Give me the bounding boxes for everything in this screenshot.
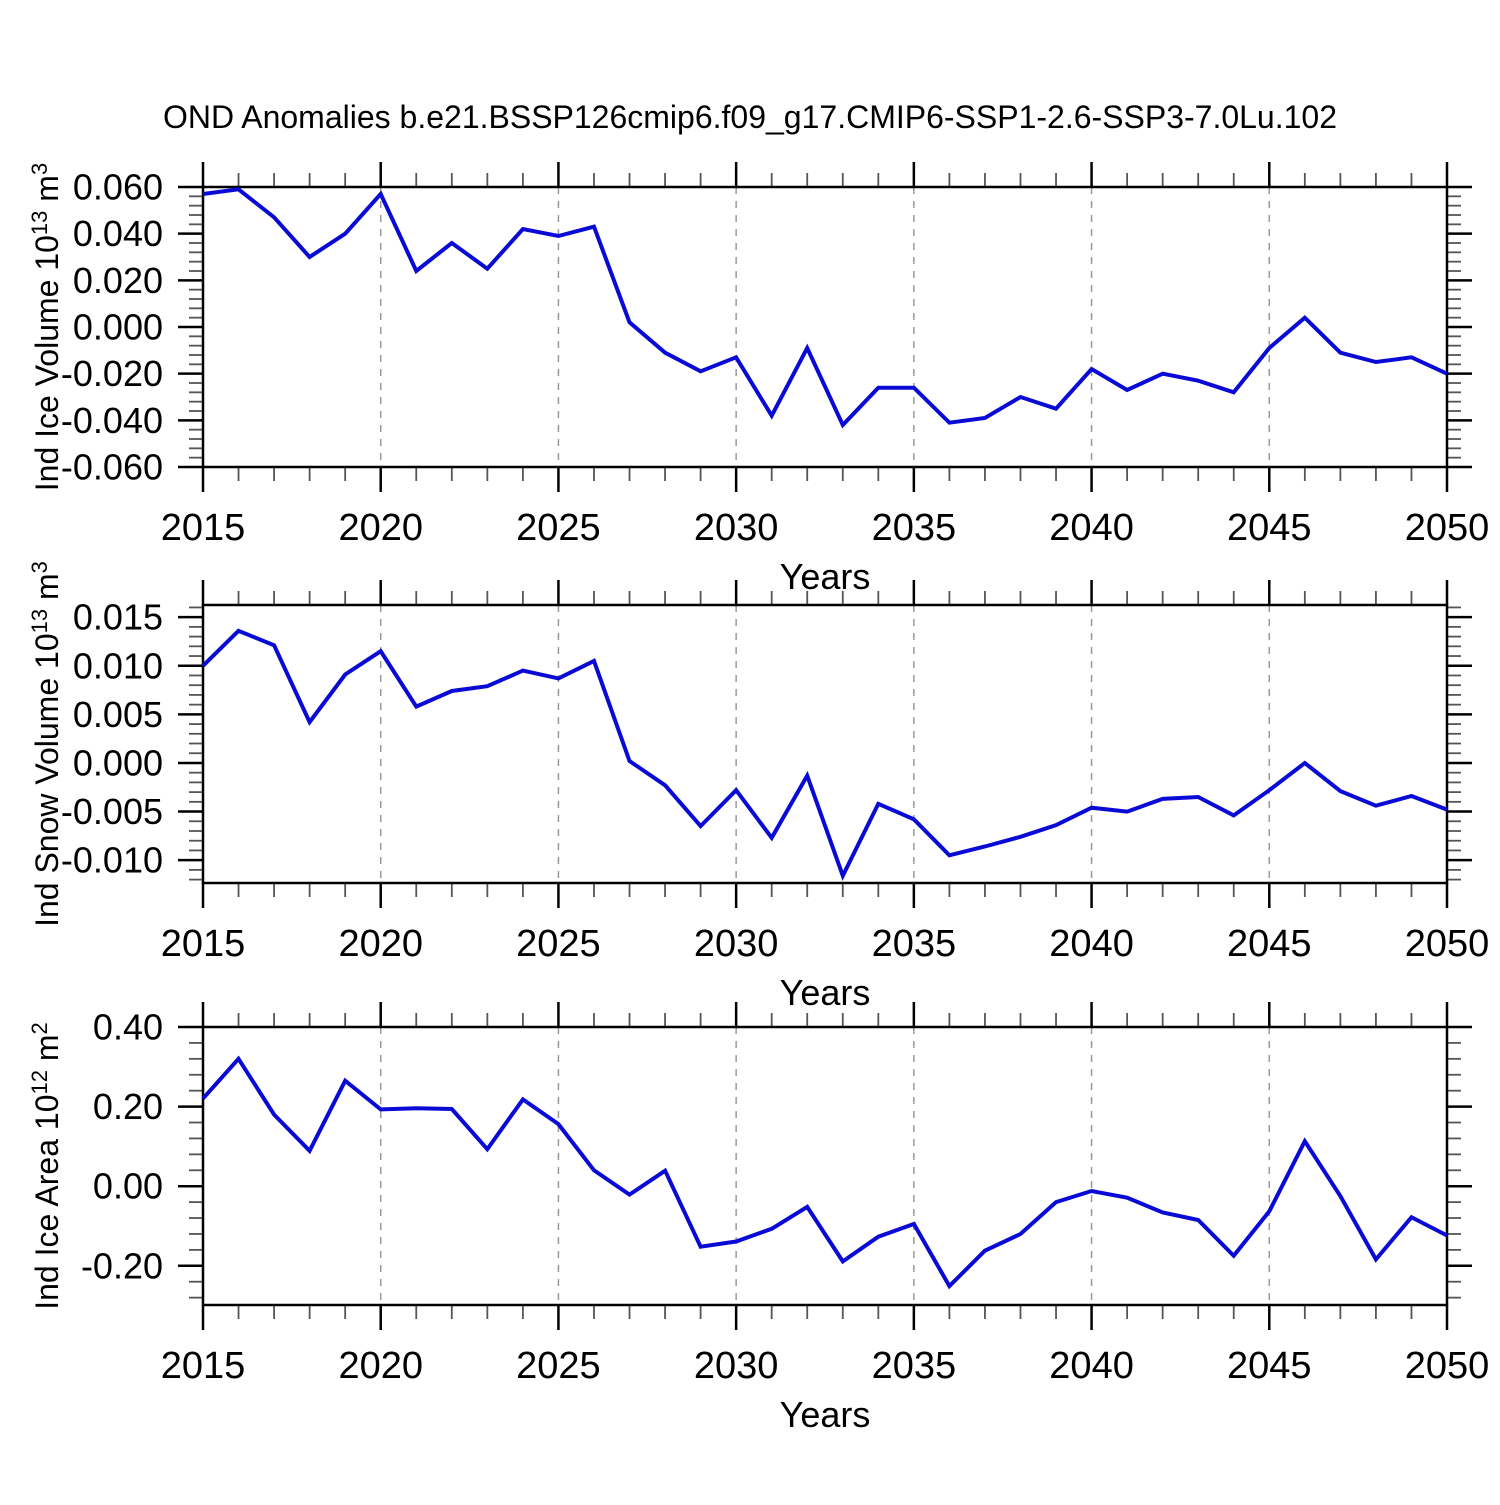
x-tick-label: 2030 — [694, 923, 779, 965]
x-tick-label: 2050 — [1405, 923, 1490, 965]
y-axis-title: Ind Ice Volume 1013 m3 — [27, 163, 65, 491]
x-tick-label: 2020 — [338, 923, 423, 965]
x-axis-title: Years — [780, 1394, 871, 1435]
x-tick-label: 2035 — [872, 923, 957, 965]
x-tick-label: 2020 — [338, 507, 423, 549]
data-line — [201, 628, 1448, 881]
x-tick-label: 2015 — [161, 507, 246, 549]
y-tick-label: 0.015 — [73, 597, 163, 638]
panel-ind-ice-area: 0.40 0.20 0.00 -0.20 2015 2020 2025 2030 2035 204… — [27, 1002, 1489, 1435]
x-axis-title: Years — [780, 556, 871, 597]
data-line — [201, 1055, 1448, 1290]
x-tick-label: 2050 — [1405, 507, 1490, 549]
x-tick-label: 2050 — [1405, 1345, 1490, 1387]
y-tick-label: 0.020 — [73, 260, 163, 301]
y-axis-title: Ind Snow Volume 1013 m3 — [27, 561, 65, 927]
x-tick-label: 2030 — [694, 1345, 779, 1387]
plot-frame — [201, 603, 1449, 885]
y-tick-label: 0.010 — [73, 645, 163, 686]
x-tick-label: 2040 — [1049, 923, 1134, 965]
x-tick-label: 2040 — [1049, 1345, 1134, 1387]
chart-title: OND Anomalies b.e21.BSSP126cmip6.f09_g17… — [163, 99, 1337, 135]
y-tick-label: 0.20 — [93, 1086, 163, 1127]
x-tick-label: 2025 — [516, 923, 601, 965]
y-tick-label: -0.020 — [61, 353, 163, 394]
data-line — [202, 187, 1448, 429]
y-tick-label: 0.040 — [73, 213, 163, 254]
panel-ind-snow-volume: 0.015 0.010 0.005 0.000 -0.005 -0.010 2015 2020… — [27, 561, 1489, 1013]
y-tick-label: -0.060 — [61, 447, 163, 488]
x-tick-label: 2045 — [1227, 923, 1312, 965]
y-tick-label: 0.000 — [73, 307, 163, 348]
x-tick-label: 2045 — [1227, 507, 1312, 549]
plot-frame — [201, 185, 1449, 469]
x-tick-label: 2015 — [161, 1345, 246, 1387]
x-tick-label: 2030 — [694, 507, 779, 549]
x-tick-label: 2025 — [516, 1345, 601, 1387]
x-tick-label: 2025 — [516, 507, 601, 549]
y-tick-label: -0.010 — [61, 840, 163, 881]
y-tick-label: 0.40 — [93, 1007, 163, 1048]
x-tick-label: 2040 — [1049, 507, 1134, 549]
x-axis-title: Years — [780, 972, 871, 1013]
x-tick-label: 2015 — [161, 923, 246, 965]
y-tick-label: 0.005 — [73, 694, 163, 735]
y-tick-label: 0.000 — [73, 742, 163, 783]
y-tick-label: 0.00 — [93, 1166, 163, 1207]
x-tick-label: 2045 — [1227, 1345, 1312, 1387]
x-tick-label: 2020 — [338, 1345, 423, 1387]
panel-ind-ice-volume: 0.060 0.040 0.020 0.000 -0.020 -0.040 -0.060 20… — [27, 162, 1489, 597]
x-tick-label: 2035 — [872, 1345, 957, 1387]
y-axis-title: Ind Ice Area 1012 m2 — [27, 1022, 65, 1310]
y-tick-label: 0.060 — [73, 167, 163, 208]
x-tick-label: 2035 — [872, 507, 957, 549]
plot-frame — [201, 1025, 1449, 1307]
y-tick-label: -0.005 — [61, 791, 163, 832]
y-tick-label: -0.20 — [81, 1245, 163, 1286]
y-tick-label: -0.040 — [61, 400, 163, 441]
